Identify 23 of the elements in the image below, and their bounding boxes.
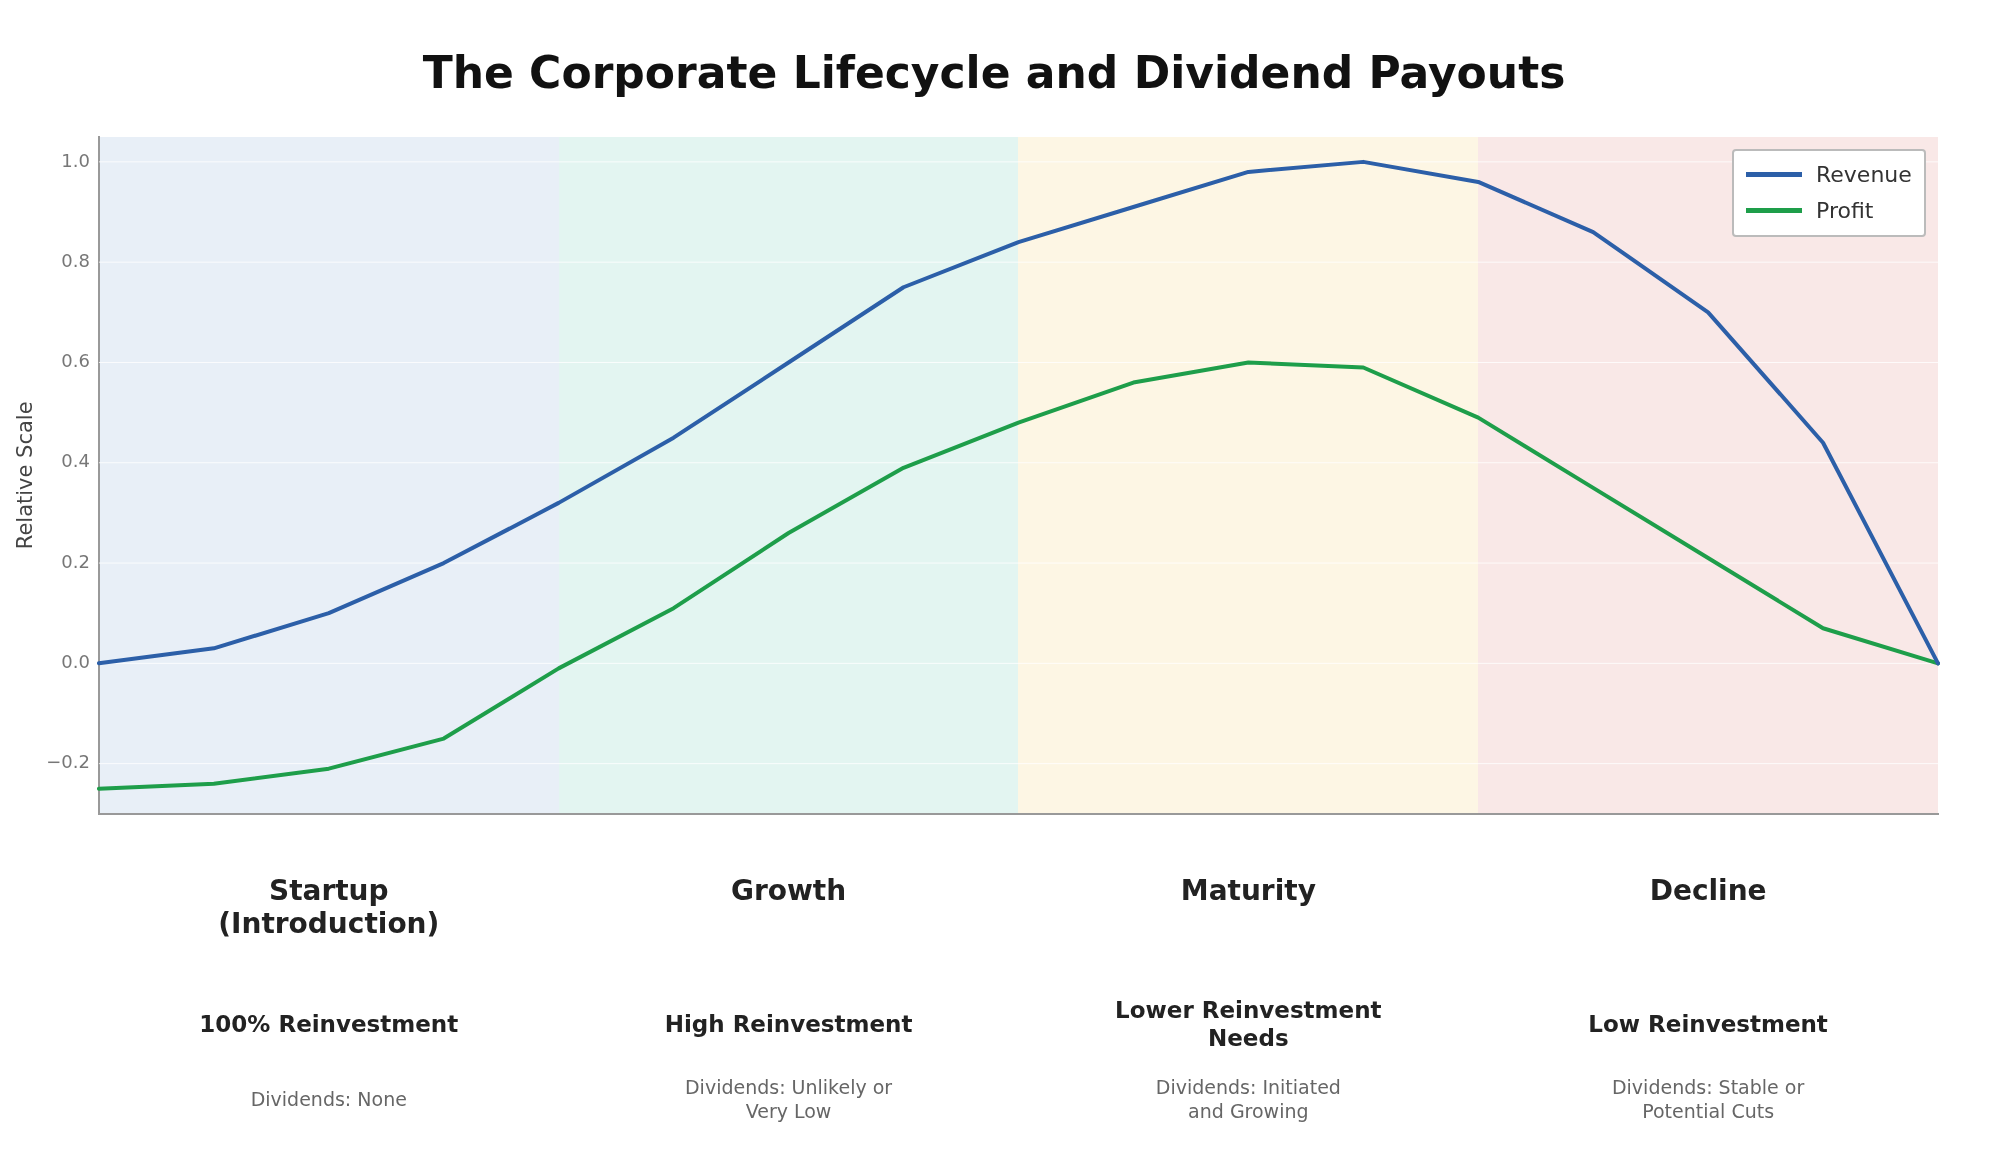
text: High Reinvestment (664, 1009, 913, 1038)
text: Dividends: Initiated and Growing (1155, 1074, 1341, 1123)
text: Dividends: Stable or Potential Cuts (1611, 1074, 1805, 1123)
x-tick-label: Startup (Introduction) (218, 873, 440, 941)
legend-label: Revenue (1816, 162, 1912, 188)
y-axis-title: Relative Scale (13, 401, 38, 550)
y-tick-label: 0.6 (61, 350, 90, 372)
text: Lower Reinvestment Needs (1115, 995, 1382, 1052)
x-tick-label: Growth (730, 873, 847, 907)
x-tick-label: Decline (1649, 873, 1767, 907)
text: Dividends: Unlikely or Very Low (684, 1074, 893, 1123)
y-tick-label: 0.4 (61, 450, 90, 472)
chart-title: The Corporate Lifecycle and Dividend Payouts (422, 46, 1566, 98)
text: 100% Reinvestment (199, 1009, 459, 1038)
text: Low Reinvestment (1588, 1009, 1828, 1038)
legend-label: Profit (1816, 198, 1874, 224)
y-tick-label: −0.2 (46, 751, 90, 773)
y-tick-label: 0.8 (61, 249, 90, 271)
y-tick-label: 0.2 (61, 550, 90, 572)
x-tick-label: Maturity (1180, 873, 1316, 907)
text: Dividends: None (250, 1086, 407, 1111)
y-tick-label: 0.0 (61, 651, 90, 673)
y-tick-label: 1.0 (61, 149, 90, 171)
